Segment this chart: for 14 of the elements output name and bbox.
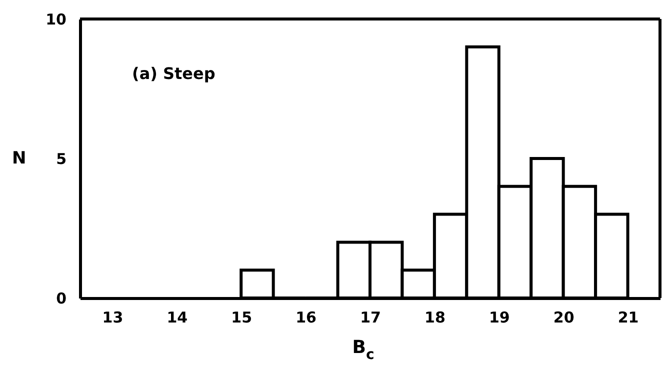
x-tick-label: 21 bbox=[618, 308, 639, 326]
y-tick-label: 5 bbox=[56, 150, 66, 168]
y-tick-label: 0 bbox=[56, 290, 66, 308]
x-tick-label: 17 bbox=[360, 308, 381, 326]
x-tick-label: 20 bbox=[553, 308, 574, 326]
y-tick-label: 10 bbox=[46, 10, 66, 28]
x-tick-label: 16 bbox=[296, 308, 316, 326]
x-tick-label: 15 bbox=[231, 308, 252, 326]
x-tick-label: 14 bbox=[166, 308, 188, 326]
x-tick-label: 13 bbox=[102, 308, 124, 326]
x-tick-label: 19 bbox=[488, 308, 510, 326]
y-axis-title: N bbox=[12, 148, 26, 168]
annotation: (a) Steep bbox=[132, 64, 216, 83]
x-tick-label: 18 bbox=[424, 308, 446, 326]
